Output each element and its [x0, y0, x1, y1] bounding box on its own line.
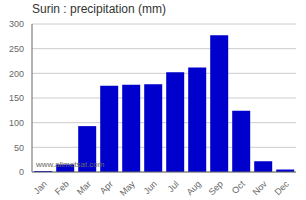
svg-text:50: 50 — [14, 143, 24, 153]
svg-text:250: 250 — [9, 44, 24, 54]
svg-text:Apr: Apr — [98, 179, 115, 196]
svg-text:Dec: Dec — [273, 179, 292, 198]
svg-text:Nov: Nov — [251, 179, 270, 198]
html-text:www.allmetsat.com: www.allmetsat.com — [36, 160, 105, 169]
svg-text:Sep: Sep — [207, 179, 225, 197]
svg-text:0: 0 — [19, 167, 24, 177]
svg-text:Oct: Oct — [230, 179, 247, 196]
html-text:Surin : precipitation (mm): Surin : precipitation (mm) — [32, 2, 166, 16]
svg-text:Feb: Feb — [53, 179, 71, 197]
svg-text:300: 300 — [9, 19, 24, 29]
svg-text:100: 100 — [9, 118, 24, 128]
svg-text:Jul: Jul — [166, 179, 181, 194]
svg-text:Jun: Jun — [142, 179, 159, 196]
svg-text:Jan: Jan — [32, 179, 49, 196]
svg-text:150: 150 — [9, 93, 24, 103]
svg-text:Mar: Mar — [75, 179, 93, 197]
svg-text:200: 200 — [9, 69, 24, 79]
svg-text:May: May — [118, 179, 137, 198]
svg-text:Aug: Aug — [185, 179, 203, 197]
